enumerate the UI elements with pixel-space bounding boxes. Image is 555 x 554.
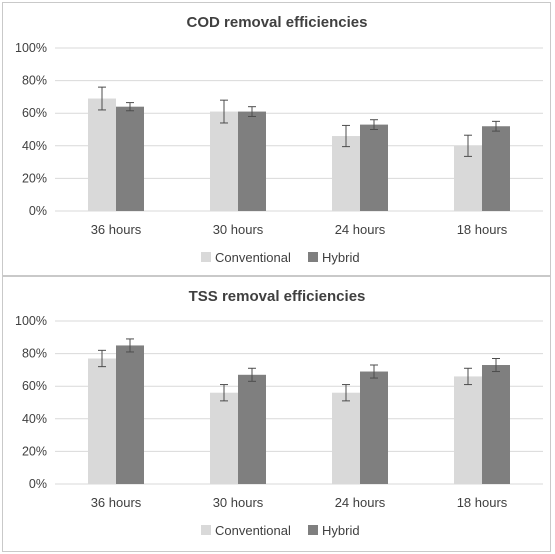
y-tick-label: 0% <box>29 477 47 491</box>
plot-area: 0% 20% 40% 60% 80% 100% 36 hours 30 hours 24 hou… <box>15 41 543 237</box>
cod-chart-panel: COD removal efficiencies Conventional Hy… <box>2 2 551 276</box>
bar-conventional <box>210 392 238 484</box>
y-tick-label: 40% <box>22 139 47 153</box>
legend-swatch-conventional <box>201 525 211 535</box>
y-tick-label: 20% <box>22 171 47 185</box>
bar-conventional <box>332 136 360 211</box>
legend: Conventional Hybrid <box>201 523 360 538</box>
bar-hybrid <box>482 126 510 211</box>
legend-swatch-conventional <box>201 252 211 262</box>
legend: Conventional Hybrid <box>201 250 360 265</box>
bar-hybrid <box>360 124 388 211</box>
y-tick-label: 60% <box>22 379 47 393</box>
x-category-label: 30 hours <box>213 495 264 510</box>
y-tick-label: 40% <box>22 412 47 426</box>
legend-label-conventional: Conventional <box>215 250 291 265</box>
x-category-label: 24 hours <box>335 222 386 237</box>
bar-conventional <box>454 376 482 484</box>
bar-hybrid <box>238 374 266 484</box>
chart-title: TSS removal efficiencies <box>189 288 366 305</box>
chart-title: COD removal efficiencies <box>187 14 368 31</box>
bar-conventional <box>332 392 360 484</box>
y-tick-label: 60% <box>22 106 47 120</box>
y-tick-label: 100% <box>15 314 47 328</box>
y-tick-label: 80% <box>22 74 47 88</box>
legend-label-hybrid: Hybrid <box>322 523 360 538</box>
y-tick-label: 20% <box>22 444 47 458</box>
x-category-label: 30 hours <box>213 222 264 237</box>
x-category-label: 36 hours <box>91 222 142 237</box>
y-tick-label: 80% <box>22 347 47 361</box>
bar-hybrid <box>238 111 266 211</box>
bar-conventional <box>88 98 116 211</box>
bar-hybrid <box>482 365 510 484</box>
x-category-label: 36 hours <box>91 495 142 510</box>
legend-label-conventional: Conventional <box>215 523 291 538</box>
plot-area: 0% 20% 40% 60% 80% 100% 36 hours 30 hours 24 hou… <box>15 314 543 510</box>
bar-hybrid <box>116 106 144 211</box>
bar-conventional <box>88 358 116 484</box>
legend-swatch-hybrid <box>308 525 318 535</box>
legend-label-hybrid: Hybrid <box>322 250 360 265</box>
bar-hybrid <box>116 345 144 484</box>
legend-swatch-hybrid <box>308 252 318 262</box>
y-tick-label: 100% <box>15 41 47 55</box>
bar-conventional <box>210 111 238 211</box>
y-tick-label: 0% <box>29 204 47 218</box>
x-category-label: 18 hours <box>457 495 508 510</box>
x-category-label: 18 hours <box>457 222 508 237</box>
tss-chart: TSS removal efficiencies Conventional Hy… <box>15 288 543 538</box>
bar-hybrid <box>360 371 388 484</box>
cod-chart: COD removal efficiencies Conventional Hy… <box>15 14 543 265</box>
x-category-label: 24 hours <box>335 495 386 510</box>
tss-chart-panel: TSS removal efficiencies Conventional Hy… <box>2 276 551 552</box>
